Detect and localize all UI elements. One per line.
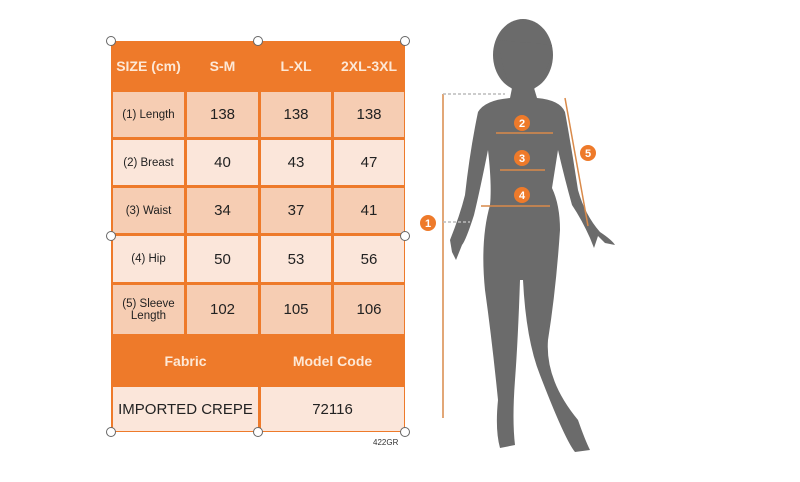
woman-silhouette — [450, 19, 615, 452]
size-chart-table: SIZE (cm) S-M L-XL 2XL-3XL (1) Length 138 138 1… — [111, 41, 405, 432]
resize-handle[interactable] — [106, 231, 116, 241]
row-label: (2) Breast — [113, 140, 184, 185]
table-cell: 53 — [261, 236, 331, 282]
table-cell: 43 — [261, 140, 331, 185]
marker-4 — [514, 187, 530, 203]
header-cell: SIZE (cm) — [116, 58, 181, 74]
resize-handle[interactable] — [400, 427, 410, 437]
row-label: (3) Waist — [113, 188, 184, 233]
table-cell: 106 — [334, 285, 404, 334]
fabric-header: Fabric — [164, 352, 207, 369]
table-cell: 34 — [187, 188, 258, 233]
table-cell: 50 — [187, 236, 258, 282]
model-code-value: 72116 — [261, 387, 404, 431]
header-cell: 2XL-3XL — [340, 58, 397, 74]
marker-5-label: 5 — [585, 148, 591, 160]
table-cell: 40 — [187, 140, 258, 185]
resize-handle[interactable] — [400, 231, 410, 241]
resize-handle[interactable] — [400, 36, 410, 46]
marker-1-label: 1 — [425, 218, 431, 230]
resize-handle[interactable] — [253, 36, 263, 46]
header-cell: S-M — [209, 58, 236, 74]
row-label: (5) Sleeve Length — [113, 285, 184, 334]
resize-handle[interactable] — [253, 427, 263, 437]
table-cell: 37 — [261, 188, 331, 233]
product-code-label: 422GR — [373, 438, 399, 447]
resize-handle[interactable] — [106, 427, 116, 437]
marker-5 — [580, 145, 596, 161]
table-cell: 138 — [261, 92, 331, 137]
measurement-markers — [420, 115, 596, 231]
table-cell: 102 — [187, 285, 258, 334]
measurement-lines — [442, 93, 589, 418]
resize-handle[interactable] — [106, 36, 116, 46]
marker-4-label: 4 — [519, 190, 526, 202]
fabric-value: IMPORTED CREPE — [113, 387, 258, 431]
table-cell: 138 — [187, 92, 258, 137]
table-cell: 138 — [334, 92, 404, 137]
model-code-header: Model Code — [292, 352, 373, 369]
marker-2 — [514, 115, 530, 131]
table-cell: 105 — [261, 285, 331, 334]
row-label: (1) Length — [113, 92, 184, 137]
table-cell: 41 — [334, 188, 404, 233]
row-label: (4) Hip — [113, 236, 184, 282]
marker-3 — [514, 150, 530, 166]
marker-2-label: 2 — [519, 118, 525, 130]
marker-1 — [420, 215, 436, 231]
table-cell: 47 — [334, 140, 404, 185]
header-cell: L-XL — [280, 58, 312, 74]
marker-3-label: 3 — [519, 153, 525, 165]
table-cell: 56 — [334, 236, 404, 282]
